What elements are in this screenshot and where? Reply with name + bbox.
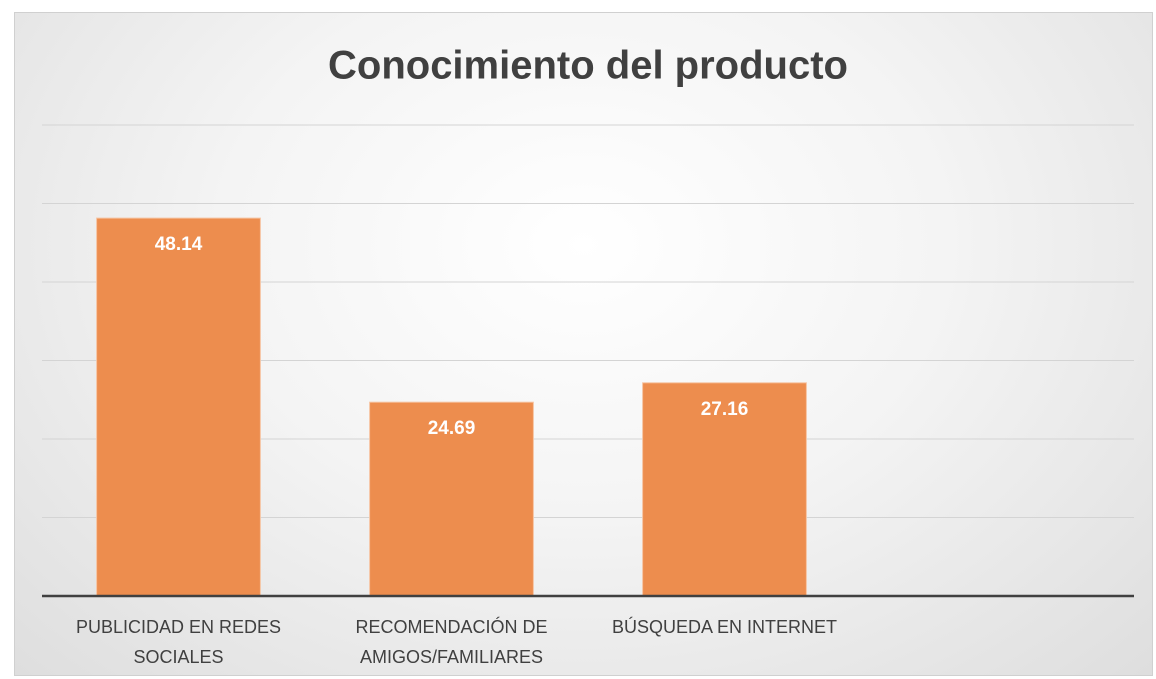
bar <box>96 217 261 597</box>
x-tick-label: RECOMENDACIÓN DE AMIGOS/FAMILIARES <box>355 617 548 667</box>
bar <box>642 382 807 597</box>
data-label: 24.69 <box>428 418 476 439</box>
data-label: 27.16 <box>701 399 749 420</box>
x-tick-label: PUBLICIDAD EN REDES SOCIALES <box>75 617 282 667</box>
chart-title: Conocimiento del producto <box>328 44 848 88</box>
x-tick-label: BÚSQUEDA EN INTERNET <box>611 617 838 637</box>
bar <box>369 401 534 597</box>
data-label: 48.14 <box>155 234 203 255</box>
